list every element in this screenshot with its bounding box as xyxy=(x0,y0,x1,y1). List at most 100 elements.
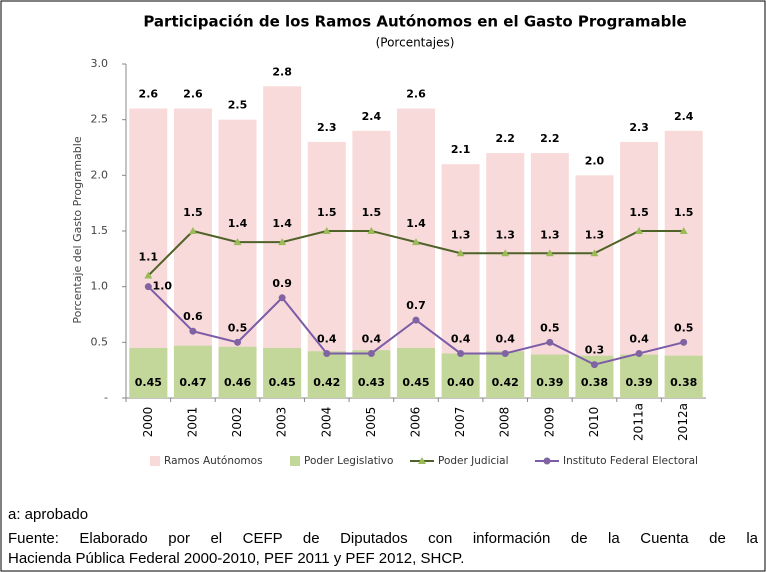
x-tick-label: 2006 xyxy=(409,407,423,438)
marker xyxy=(590,361,598,369)
data-label: 1.3 xyxy=(451,228,471,241)
marker xyxy=(679,227,688,234)
marker xyxy=(278,238,287,246)
data-label: 2.1 xyxy=(451,143,471,156)
data-label: 0.4 xyxy=(451,332,471,345)
data-label: 0.39 xyxy=(626,376,653,389)
data-label: 0.5 xyxy=(228,321,248,334)
data-label: 2.8 xyxy=(272,65,292,78)
bar xyxy=(218,346,257,398)
legend-marker xyxy=(543,457,551,465)
marker xyxy=(234,338,242,346)
data-label: 0.40 xyxy=(447,376,474,389)
note: Fuente: Elaborado por el CEFP de Diputad… xyxy=(8,530,758,547)
marker xyxy=(144,283,152,291)
marker xyxy=(545,249,554,257)
note: Hacienda Pública Federal 2000-2010, PEF … xyxy=(8,550,465,567)
marker xyxy=(412,316,420,324)
data-label: 0.5 xyxy=(674,321,694,334)
data-label: 0.45 xyxy=(402,376,429,389)
data-label: 0.39 xyxy=(536,376,563,389)
bar xyxy=(263,347,302,398)
data-label: 0.43 xyxy=(358,376,385,389)
data-label: 2.4 xyxy=(674,110,694,123)
marker xyxy=(590,249,599,257)
bar xyxy=(664,355,703,398)
bar xyxy=(352,350,391,398)
x-tick-label: 2008 xyxy=(498,407,512,438)
data-label: 0.7 xyxy=(406,299,426,312)
chart-title: Participación de los Ramos Autónomos en … xyxy=(143,13,686,31)
x-tick-label: 2004 xyxy=(319,407,333,438)
marker xyxy=(456,249,465,257)
x-tick-label: 2005 xyxy=(364,407,378,438)
data-label: 1.5 xyxy=(629,206,649,219)
data-label: 1.5 xyxy=(674,206,694,219)
marker xyxy=(457,349,465,357)
bar xyxy=(307,351,346,398)
data-label: 0.38 xyxy=(670,376,697,389)
data-label: 1.4 xyxy=(228,217,248,230)
marker xyxy=(278,294,286,302)
data-label: 0.46 xyxy=(224,376,251,389)
y-tick-label: - xyxy=(104,391,108,404)
data-label: 1.1 xyxy=(139,251,159,264)
bar xyxy=(530,354,569,398)
x-tick-label: 2002 xyxy=(230,407,244,438)
data-label: 1.3 xyxy=(540,228,560,241)
data-label: 1.5 xyxy=(183,206,203,219)
marker xyxy=(367,227,376,234)
legend-label: Poder Judicial xyxy=(438,455,509,467)
data-label: 0.4 xyxy=(495,332,515,345)
marker xyxy=(367,349,375,357)
data-label: 0.6 xyxy=(183,310,203,323)
legend-marker xyxy=(418,457,426,464)
y-tick-label: 3.0 xyxy=(91,57,109,70)
data-label: 2.4 xyxy=(362,110,382,123)
data-label: 1.3 xyxy=(585,228,605,241)
data-label: 2.3 xyxy=(629,121,649,134)
data-label: 1.0 xyxy=(153,280,173,293)
bar xyxy=(486,351,525,398)
x-tick-label: 2000 xyxy=(141,407,155,438)
data-label: 2.3 xyxy=(317,121,337,134)
data-label: 2.5 xyxy=(228,99,248,112)
y-axis-label: Porcentaje del Gasto Programable xyxy=(71,136,84,323)
marker xyxy=(635,349,643,357)
marker xyxy=(680,338,688,346)
note: a: aprobado xyxy=(8,506,89,523)
marker xyxy=(546,338,554,346)
data-label: 1.5 xyxy=(362,206,382,219)
marker xyxy=(188,227,197,234)
data-label: 1.5 xyxy=(317,206,337,219)
data-label: 0.45 xyxy=(269,376,296,389)
bar xyxy=(620,354,659,398)
x-tick-label: 2003 xyxy=(275,407,289,438)
x-tick-label: 2011a xyxy=(632,403,646,441)
x-tick-label: 2012a xyxy=(676,403,690,441)
data-label: 1.4 xyxy=(406,217,426,230)
bar xyxy=(664,130,703,399)
y-tick-label: 1.5 xyxy=(91,224,109,237)
data-label: 2.2 xyxy=(540,132,560,145)
data-label: 0.42 xyxy=(313,376,340,389)
x-tick-label: 2001 xyxy=(185,407,199,438)
marker xyxy=(323,349,331,357)
data-label: 2.6 xyxy=(406,88,426,101)
data-label: 0.42 xyxy=(492,376,519,389)
data-label: 0.4 xyxy=(629,332,649,345)
data-label: 2.0 xyxy=(585,154,605,167)
bar xyxy=(441,353,480,398)
marker xyxy=(189,327,197,335)
y-tick-label: 2.0 xyxy=(91,168,109,181)
data-label: 2.6 xyxy=(183,88,203,101)
data-label: 0.9 xyxy=(272,277,292,290)
marker xyxy=(412,238,420,246)
legend-label: Instituto Federal Electoral xyxy=(563,455,698,467)
marker xyxy=(144,271,153,279)
y-tick-label: 1.0 xyxy=(91,280,109,293)
y-tick-label: 0.5 xyxy=(91,335,109,348)
marker xyxy=(635,227,644,234)
